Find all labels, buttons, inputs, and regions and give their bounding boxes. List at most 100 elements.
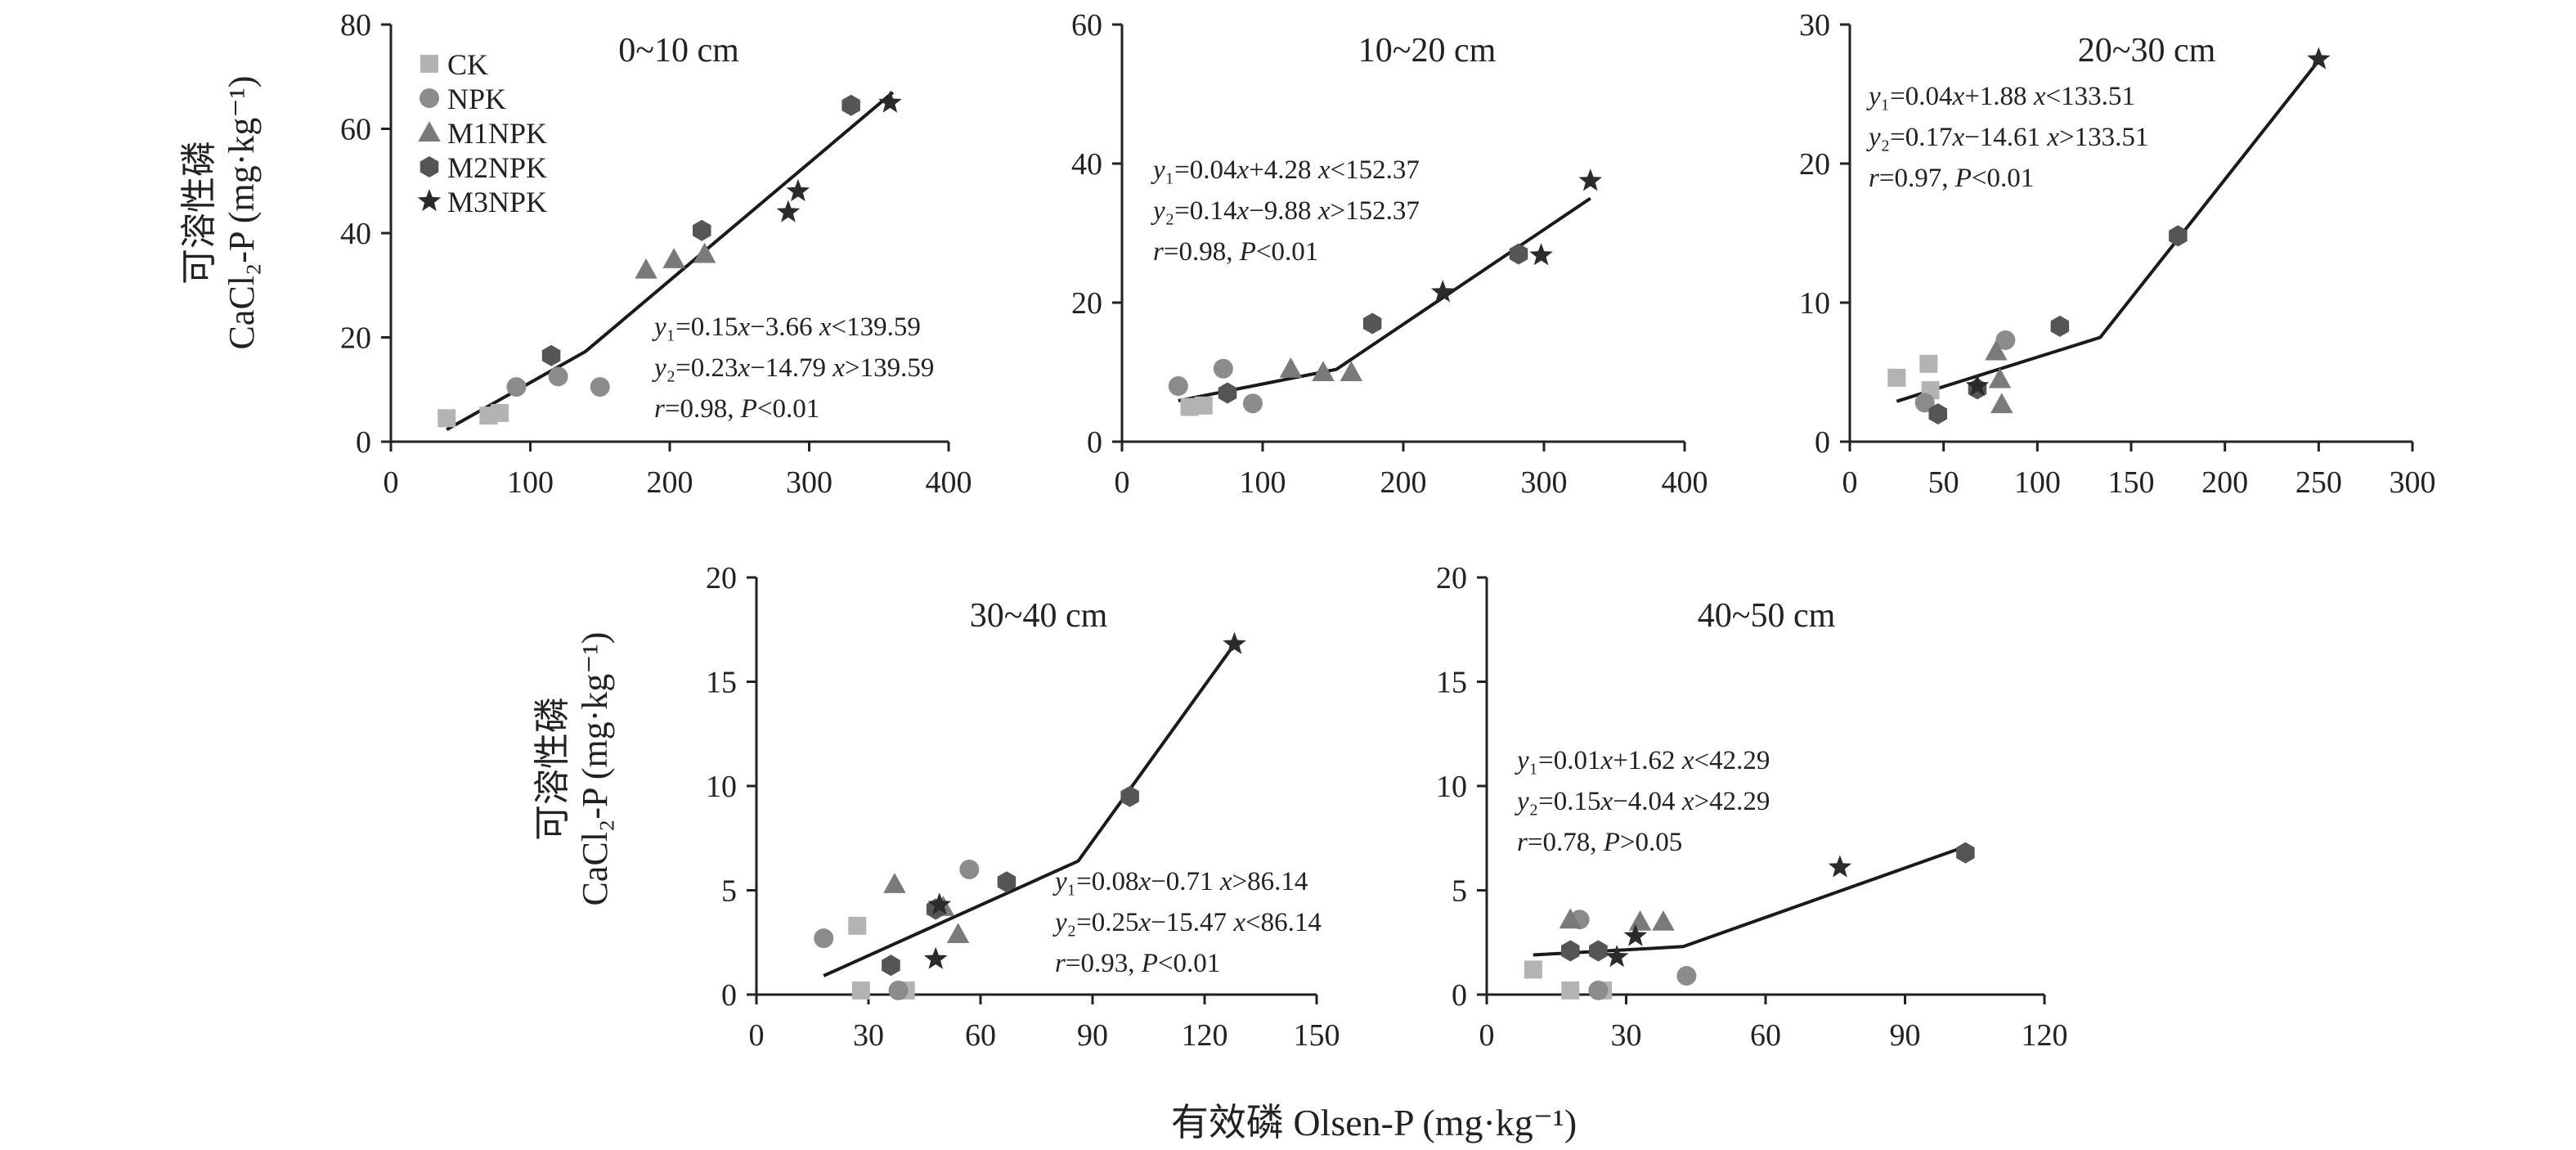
panel-2-point-m1npk (1312, 361, 1335, 381)
panel-2-equation-line: r=0.98, P<0.01 (1153, 237, 1318, 267)
panel-5-equation-line: r=0.78, P>0.05 (1517, 828, 1682, 857)
panel-3-y-tick-label: 30 (1799, 8, 1830, 43)
panel-2-point-npk (1213, 358, 1233, 379)
panel-2-fit-line (1178, 196, 1591, 402)
panel-4-y-tick-label: 5 (721, 874, 737, 909)
panel-5-point-m2npk (1956, 842, 1975, 864)
panel-5-equation-line: y₂=0.15x−4.04 x>42.29 (1515, 787, 1770, 816)
panel-1-point-ck (438, 409, 456, 428)
panel-4-y-tick-label: 10 (706, 770, 737, 804)
panel-3-x-tick-label: 200 (2201, 465, 2248, 500)
legend-marker-npk (420, 88, 439, 108)
panel-3-y-tick-label: 10 (1799, 286, 1830, 321)
panel-5-y-tick-label: 5 (1452, 874, 1467, 909)
panel-5-equation-line: y₁=0.01x+1.62 x<42.29 (1515, 746, 1770, 775)
panel-4-y-tick-label: 15 (706, 666, 737, 700)
panel-3-x-tick-label: 150 (2108, 465, 2155, 500)
legend-label-m3npk: M3NPK (447, 186, 547, 218)
panel-3-point-m3npk (1965, 374, 1990, 397)
panel-3-point-npk (1914, 393, 1935, 413)
panel-1-y-tick-label: 80 (340, 8, 371, 43)
panel-2-point-m1npk (1340, 361, 1363, 381)
panel-1-y-tick-label: 20 (340, 321, 371, 356)
panel-4-point-m1npk (883, 873, 906, 893)
panel-5-point-m1npk (1652, 910, 1675, 931)
panel-3-equation-line: y₂=0.17x−14.61 x>133.51 (1866, 123, 2148, 152)
panel-1-fit-line (446, 91, 895, 432)
panel-2-point-m3npk (1430, 280, 1455, 303)
panel-5-point-npk (1588, 980, 1609, 1000)
panel-5-x-tick-label: 0 (1479, 1018, 1495, 1053)
panel-3-x-tick-label: 0 (1842, 465, 1858, 500)
panel-3-point-ck (1887, 368, 1906, 387)
panel-1-equation-line: r=0.98, P<0.01 (654, 394, 819, 424)
panel-5-point-m2npk (1589, 940, 1608, 962)
legend-marker-ck (420, 55, 438, 73)
panel-1-y-tick-label: 0 (356, 425, 371, 460)
panel-2-point-m3npk (1529, 243, 1553, 266)
panel-4-point-m1npk (946, 923, 970, 944)
panel-4-point-m3npk (923, 946, 948, 969)
panel-4-point-npk (959, 860, 980, 879)
panel-4-point-m2npk (882, 955, 900, 977)
panel-3-y-tick-label: 0 (1815, 425, 1830, 460)
panel-1-point-m1npk (635, 258, 657, 279)
panel-5-point-m3npk (1604, 945, 1629, 968)
panel-2-y-tick-label: 0 (1087, 425, 1102, 460)
panel-4-point-m2npk (1120, 785, 1139, 807)
legend-label-npk: NPK (447, 83, 506, 115)
panel-3-x-tick-label: 50 (1928, 465, 1959, 500)
panel-5-x-tick-label: 120 (2022, 1018, 2068, 1053)
panel-1-point-m2npk (841, 94, 860, 116)
panel-4-equation-line: r=0.93, P<0.01 (1055, 949, 1220, 978)
panel-4-point-m2npk (997, 871, 1016, 893)
legend-label-ck: CK (447, 48, 488, 81)
y-axis-label-row1-cn: 可溶性磷 (179, 141, 219, 285)
panel-1-point-m1npk (693, 242, 716, 263)
panel-1-x-tick-label: 400 (926, 465, 972, 500)
panel-5-x-tick-label: 30 (1611, 1018, 1642, 1053)
legend-label-m1npk: M1NPK (447, 117, 547, 150)
panel-3-x-tick-label: 100 (2014, 465, 2061, 500)
panel-4-equation-line: y₂=0.25x−15.47 x<86.14 (1052, 908, 1322, 937)
panel-2-point-npk (1242, 393, 1263, 414)
panel-2-x-tick-label: 300 (1521, 465, 1568, 500)
panel-1-point-m3npk (878, 90, 902, 113)
panel-2-x-tick-label: 0 (1115, 465, 1130, 500)
legend-marker-m1npk (418, 121, 441, 142)
panel-1-y-tick-label: 60 (340, 113, 371, 147)
legend-marker-m2npk (420, 156, 439, 177)
panel-3-point-npk (1995, 330, 2016, 350)
panel-4-x-tick-label: 60 (965, 1018, 996, 1053)
panel-3-x-tick-label: 300 (2390, 465, 2436, 500)
panel-4-title: 30~40 cm (970, 597, 1108, 635)
panel-1-x-tick-label: 100 (507, 465, 554, 500)
markers-layer (417, 47, 2331, 1000)
panel-3-point-ck (1919, 354, 1938, 373)
panel-1-point-m2npk (541, 344, 561, 366)
panel-1-point-ck (490, 403, 509, 422)
panel-5-point-npk (1676, 966, 1697, 986)
legend-marker-m3npk (417, 189, 442, 212)
panel-2-x-tick-label: 100 (1240, 465, 1286, 500)
panel-3-equation-line: r=0.97, P<0.01 (1869, 164, 2034, 193)
panel-2-point-ck (1180, 398, 1199, 416)
panel-3-point-m1npk (1985, 339, 2008, 361)
panel-1-title: 0~10 cm (618, 32, 739, 70)
panel-2-x-tick-label: 400 (1662, 465, 1708, 500)
panel-1-point-m1npk (662, 248, 685, 268)
panel-5-fit-line (1533, 845, 1967, 957)
panel-1-x-tick-label: 0 (384, 465, 399, 500)
panel-3-point-m1npk (1990, 393, 2013, 414)
panel-3-x-tick-label: 250 (2296, 465, 2342, 500)
panel-4-x-tick-label: 150 (1294, 1018, 1340, 1053)
panel-4-point-ck (851, 981, 870, 1000)
panel-2-y-tick-label: 20 (1071, 286, 1102, 321)
panel-2-equation-line: y₂=0.14x−9.88 x>152.37 (1151, 196, 1420, 226)
axes-layer (381, 23, 2414, 1004)
panel-2-point-m1npk (1279, 357, 1303, 378)
panel-3-point-m2npk (2169, 225, 2188, 247)
panel-5-point-m3npk (1623, 923, 1648, 946)
panel-4-equation-line: y₁=0.08x−0.71 x>86.14 (1052, 867, 1308, 896)
